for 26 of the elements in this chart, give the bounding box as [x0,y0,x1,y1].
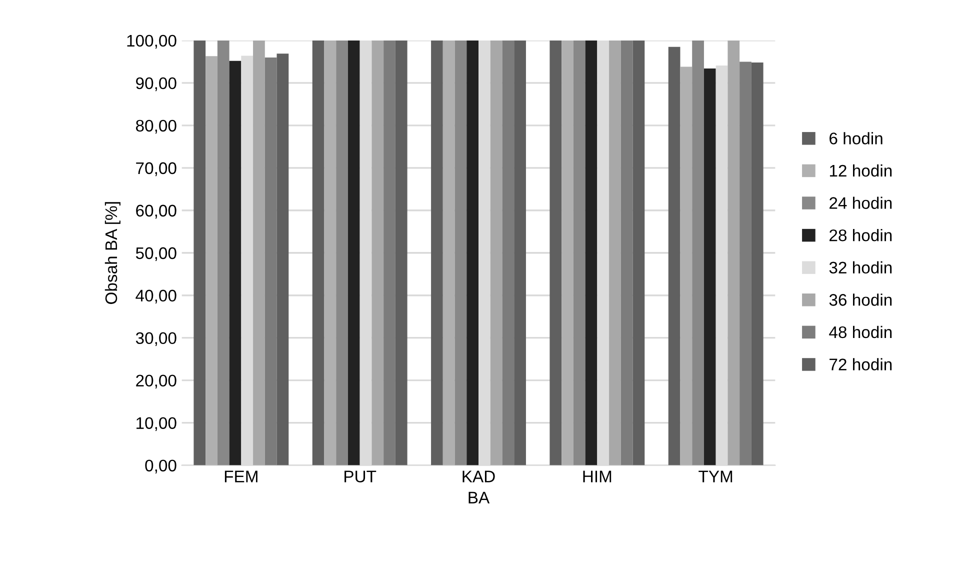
y-tick-label: 90,00 [136,77,176,92]
x-tick-label: HIM [583,470,612,482]
y-tick-label: 100,00 [127,34,176,49]
x-tick-label: FEM [224,470,258,482]
y-tick-label: 80,00 [136,120,176,134]
y-tick-label: 70,00 [136,162,176,176]
x-axis-title: BA [468,492,490,504]
legend-label: 12 hodin [830,164,892,177]
y-tick-label: 50,00 [136,247,176,262]
y-tick-label: 30,00 [136,332,176,346]
y-axis-title: Obsah BA [%] [104,202,120,304]
x-tick-label: KAD [462,470,495,482]
y-tick-label: 60,00 [136,204,176,219]
y-tick-label: 40,00 [136,290,176,304]
y-tick-label: 10,00 [136,417,176,431]
x-tick-label: PUT [344,470,376,482]
legend-label: 72 hodin [830,358,892,370]
legend-label: 36 hodin [829,294,892,306]
legend-label: 24 hodin [830,196,892,209]
y-tick-label: 0,00 [145,460,176,474]
legend-label: 32 hodin [829,261,892,274]
legend-label: 48 hodin [829,326,892,338]
legend-label: 6 hodin [830,132,882,144]
x-tick-label: TYM [698,470,732,482]
y-tick-label: 20,00 [136,374,176,388]
legend-label: 28 hodin [830,229,892,242]
